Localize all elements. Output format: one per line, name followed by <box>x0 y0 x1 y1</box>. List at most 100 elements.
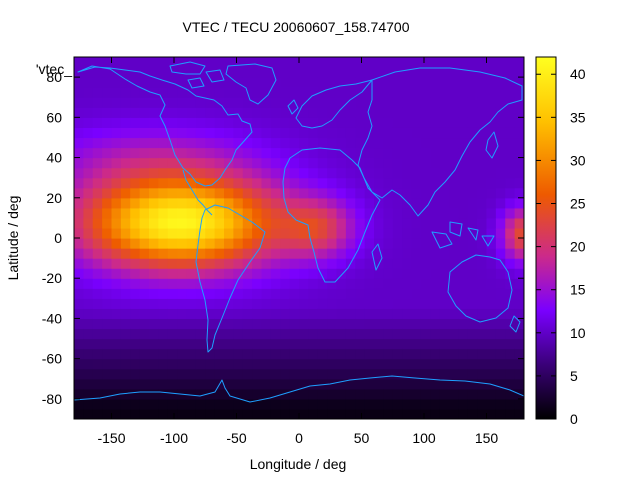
heatmap-cell <box>130 197 141 209</box>
heatmap-cell <box>411 107 422 118</box>
heatmap-cell <box>214 358 225 370</box>
heatmap-cell <box>317 388 328 400</box>
heatmap-cell <box>449 187 459 199</box>
heatmap-cell <box>317 177 328 189</box>
heatmap-cell <box>458 177 469 189</box>
heatmap-cell <box>289 388 300 400</box>
heatmap-cell <box>224 117 234 128</box>
heatmap-cell <box>186 388 197 400</box>
heatmap-cell <box>392 258 403 269</box>
heatmap-cell <box>120 298 131 309</box>
heatmap-cell <box>402 137 413 149</box>
heatmap-cell <box>186 278 197 289</box>
heatmap-cell <box>308 328 319 340</box>
heatmap-cell <box>130 107 141 118</box>
heatmap-cell <box>505 197 516 209</box>
heatmap-cell <box>420 388 431 400</box>
x-tick-label: 50 <box>354 430 370 446</box>
heatmap-cell <box>345 308 356 320</box>
heatmap-cell <box>299 308 309 320</box>
heatmap-cell <box>355 358 366 370</box>
heatmap-cell <box>355 248 366 259</box>
heatmap-cell <box>411 147 422 159</box>
heatmap-cell <box>467 318 478 330</box>
heatmap-cell <box>74 268 84 279</box>
heatmap-cell <box>364 308 375 320</box>
heatmap-cell <box>177 87 188 98</box>
heatmap-cell <box>167 308 178 320</box>
coastline-overlay <box>74 61 524 403</box>
heatmap-cell <box>261 308 272 320</box>
heatmap-cell <box>411 298 422 309</box>
heatmap-cell <box>355 378 366 390</box>
heatmap-cell <box>158 298 169 309</box>
heatmap-cell <box>252 268 263 279</box>
heatmap-cell <box>402 368 413 380</box>
heatmap-cell <box>402 97 413 108</box>
heatmap-cell <box>102 187 113 199</box>
heatmap-cell <box>514 298 524 309</box>
heatmap-cell <box>195 378 206 390</box>
heatmap-cell <box>308 217 319 229</box>
heatmap-cell <box>383 338 394 350</box>
heatmap-cell <box>102 227 113 239</box>
heatmap-cell <box>402 258 413 269</box>
heatmap-cell <box>317 248 328 259</box>
heatmap-cell <box>495 368 506 380</box>
heatmap-cell <box>233 408 244 419</box>
heatmap-cell <box>139 298 150 309</box>
heatmap-cell <box>458 318 469 330</box>
heatmap-cell <box>327 318 338 330</box>
heatmap-cell <box>486 207 497 219</box>
heatmap-cell <box>327 67 338 78</box>
heatmap-cell <box>411 258 422 269</box>
heatmap-cell <box>233 187 244 199</box>
heatmap-cell <box>149 368 159 380</box>
heatmap-cell <box>83 97 94 108</box>
heatmap-cell <box>195 147 206 159</box>
heatmap-cell <box>514 147 524 159</box>
heatmap-cell <box>102 87 113 98</box>
x-tick-label: -100 <box>160 430 188 446</box>
heatmap-cell <box>495 177 506 189</box>
heatmap-cell <box>224 258 234 269</box>
heatmap-cell <box>317 348 328 360</box>
heatmap-cell <box>270 127 281 139</box>
heatmap-cell <box>111 368 122 380</box>
heatmap-cell <box>120 197 131 209</box>
heatmap-cell <box>74 87 84 98</box>
heatmap-cell <box>345 177 356 189</box>
heatmap-cell <box>233 298 244 309</box>
heatmap-cell <box>345 248 356 259</box>
heatmap-cell <box>177 197 188 209</box>
heatmap-cell <box>439 57 450 68</box>
heatmap-cell <box>195 77 206 88</box>
heatmap-cell <box>308 378 319 390</box>
heatmap-cell <box>477 378 488 390</box>
heatmap-cell <box>458 57 469 68</box>
heatmap-cell <box>102 177 113 189</box>
heatmap-cell <box>477 308 488 320</box>
heatmap-cell <box>299 107 309 118</box>
heatmap-cell <box>74 197 84 209</box>
heatmap-cell <box>280 248 291 259</box>
heatmap-cell <box>449 398 459 410</box>
heatmap-cell <box>139 288 150 299</box>
heatmap-cell <box>458 348 469 360</box>
heatmap-cell <box>130 338 141 350</box>
heatmap-cell <box>411 77 422 88</box>
heatmap-cell <box>205 398 216 410</box>
heatmap-cell <box>317 268 328 279</box>
heatmap-cell <box>449 238 459 249</box>
heatmap-cell <box>280 167 291 179</box>
heatmap-cell <box>336 278 347 289</box>
heatmap-cell <box>336 117 347 128</box>
heatmap-cell <box>167 197 178 209</box>
heatmap-cell <box>336 298 347 309</box>
heatmap-cell <box>336 57 347 68</box>
heatmap-cell <box>92 358 103 370</box>
heatmap-cell <box>495 328 506 340</box>
heatmap-cell <box>205 238 216 249</box>
heatmap-cell <box>308 207 319 219</box>
heatmap-cell <box>177 338 188 350</box>
